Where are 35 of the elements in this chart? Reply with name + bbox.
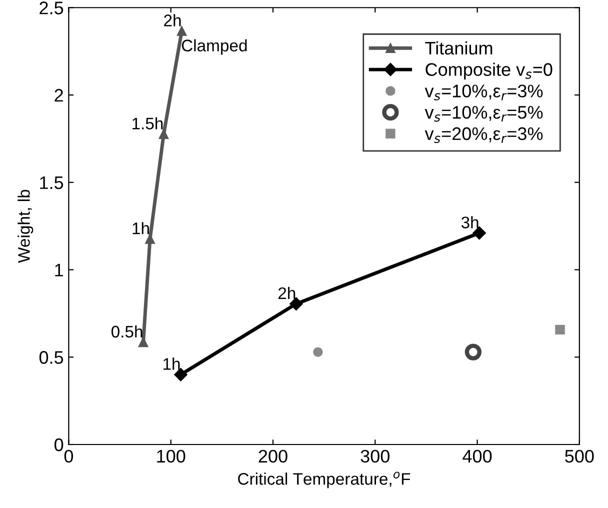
x-tick-label: 400 bbox=[462, 450, 492, 463]
point bbox=[158, 129, 169, 139]
x-tick-label: 500 bbox=[565, 450, 594, 463]
x-tick-label: 200 bbox=[258, 450, 288, 463]
legend-label: v$_{s}$=20%,ε$_{r}$=3% bbox=[424, 127, 543, 144]
annotation: 2h bbox=[164, 14, 181, 26]
annotation: 2h bbox=[278, 286, 296, 299]
point bbox=[464, 344, 482, 360]
annotation: 1.5h bbox=[132, 117, 163, 130]
y-tick-label: 1 bbox=[55, 264, 63, 276]
point bbox=[176, 26, 187, 36]
legend-label: v$_{s}$=10%,ε$_{r}$=3% bbox=[424, 84, 543, 100]
annotation: Clamped bbox=[182, 39, 247, 55]
y-axis-title: Weight, lb bbox=[18, 190, 34, 263]
point bbox=[290, 297, 303, 310]
legend-label: Titanium bbox=[425, 41, 492, 55]
annotation: 0.5h bbox=[111, 325, 142, 338]
x-tick-label: 300 bbox=[360, 450, 390, 463]
y-tick-label: 1.5 bbox=[40, 176, 64, 190]
y-tick-label: 2.5 bbox=[40, 2, 64, 14]
x-tick-label: 0 bbox=[64, 450, 74, 463]
y-tick-label: 0.5 bbox=[39, 351, 64, 364]
y-tick-label: 0 bbox=[54, 438, 64, 452]
x-tick-label: 100 bbox=[157, 450, 186, 463]
point bbox=[174, 368, 188, 382]
annotation: 1h bbox=[163, 358, 180, 370]
point bbox=[145, 234, 155, 244]
point bbox=[313, 347, 323, 357]
x-axis-title: Critical Temperature,$^{o}$F bbox=[238, 472, 410, 488]
point bbox=[555, 324, 565, 335]
annotation: 3h bbox=[461, 216, 478, 228]
legend-label: v$_{s}$=10%,ε$_{r}$=5% bbox=[424, 106, 543, 122]
legend-label: Composite v$_{s}$=0 bbox=[426, 62, 552, 80]
y-tick-label: 2 bbox=[54, 88, 63, 102]
annotation: 1h bbox=[132, 222, 149, 234]
